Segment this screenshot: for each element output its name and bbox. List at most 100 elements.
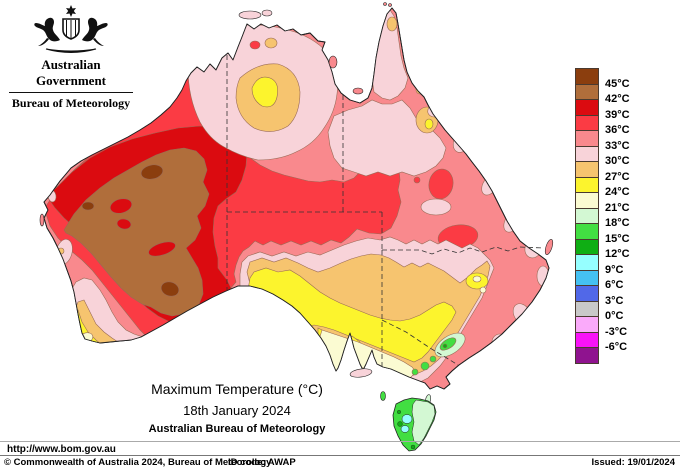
legend-swatch (575, 269, 599, 286)
legend-swatch (575, 254, 599, 271)
region-36c-spot (413, 176, 421, 184)
footer-divider-top (0, 441, 680, 442)
legend-label: 12°C (605, 248, 630, 260)
footer-copyright: © Commonwealth of Australia 2024, Bureau… (4, 457, 272, 467)
legend-label: 39°C (605, 108, 630, 121)
region-15c-spot (411, 368, 419, 376)
region-36c-spot (249, 40, 261, 50)
region-39c-hole (109, 198, 133, 214)
footer-divider-bottom (0, 455, 680, 456)
footer-url: http://www.bom.gov.au (7, 444, 116, 455)
island-king (380, 391, 386, 401)
region-15c-spot (429, 355, 437, 363)
island-kangaroo (349, 368, 373, 378)
legend-swatch (575, 207, 599, 224)
region-45c-spot (140, 164, 164, 180)
region-42c-interior (63, 147, 210, 317)
map-title: Maximum Temperature (°C) (151, 381, 323, 397)
legend-label: -6°C (605, 341, 628, 353)
legend-label: 21°C (605, 201, 630, 214)
border-nsw-vic (381, 319, 459, 366)
island-groote (328, 55, 338, 69)
region-45c-spot (81, 201, 95, 211)
legend-swatch (575, 176, 599, 193)
legend-label: 24°C (605, 186, 630, 198)
island-fraser (544, 239, 554, 255)
legend-swatches (575, 68, 679, 364)
region-24c-top-end (251, 76, 278, 108)
footer-id-code: ID code: AWAP (228, 457, 296, 467)
region-12c-tas (410, 444, 416, 450)
legend-label: 36°C (605, 124, 630, 136)
island-torres (383, 2, 387, 6)
map-organisation: Australian Bureau of Meteorology (148, 423, 326, 435)
region-39c-hole (148, 241, 176, 257)
legend-label: 30°C (605, 155, 630, 167)
shield-stripes (66, 20, 76, 38)
legend-swatch (575, 331, 599, 348)
kangaroo-icon (34, 17, 60, 46)
region-27c-spot (264, 37, 278, 49)
legend-swatch (575, 83, 599, 100)
island-dirk-hartog (39, 213, 45, 227)
legend-label: -3°C (605, 325, 628, 338)
legend-label: 18°C (605, 217, 630, 229)
region-21c-spot (472, 275, 482, 283)
legend-swatch (575, 99, 599, 116)
region-15c-spot (420, 361, 430, 371)
legend-swatch (575, 300, 599, 317)
region-18c-tasmania-east (411, 399, 436, 446)
legend-label: 9°C (605, 263, 624, 276)
emu-icon (82, 17, 108, 46)
region-12c-tas (397, 421, 403, 427)
legend-swatch (575, 145, 599, 162)
legend-label: 27°C (605, 170, 630, 183)
region-21c-spot (479, 286, 487, 294)
legend-label: 0°C (605, 310, 624, 322)
temperature-legend: 45°C 42°C 39°C 36°C 33°C 30°C 27°C 24°C 21°C 18°C… (575, 68, 679, 388)
shield-icon (62, 18, 80, 40)
coat-of-arms-icon (34, 5, 108, 53)
legend-label: 33°C (605, 139, 630, 152)
region-30c-coastal (491, 333, 509, 351)
footer-issued-date: Issued: 19/01/2024 (591, 457, 675, 467)
legend-label: 6°C (605, 279, 624, 291)
state-borders (226, 55, 544, 368)
legend-swatch (575, 316, 599, 333)
bureau-title: Bureau of Meteorology (11, 96, 131, 110)
legend-swatch (575, 161, 599, 178)
island-bathurst (261, 9, 273, 17)
legend-label: 15°C (605, 232, 630, 245)
region-12c-tas (397, 410, 402, 415)
legend-label: 42°C (605, 93, 630, 105)
island-torres (388, 3, 392, 7)
border-qld-nsw (382, 246, 544, 255)
legend-label: 3°C (605, 294, 624, 307)
region-39c-hole (116, 218, 132, 230)
legend-swatch (575, 223, 599, 240)
legend-swatch (575, 347, 599, 364)
wattle-spray-icon (45, 48, 97, 53)
legend-swatch (575, 130, 599, 147)
region-9c-tas-highlands (401, 414, 413, 424)
government-logo-block: Australian Government Bureau of Meteorol… (5, 4, 137, 111)
legend-swatch (575, 285, 599, 302)
region-27c-spot (386, 16, 398, 32)
coastline (43, 7, 550, 390)
islands (39, 2, 554, 406)
island-mornington (352, 87, 364, 95)
legend-swatch (575, 68, 599, 85)
region-12c-alps (442, 343, 448, 349)
region-30c-coastal (420, 198, 452, 216)
government-title: Australian Government (35, 57, 107, 88)
island-melville (238, 10, 262, 20)
legend-label: 45°C (605, 77, 630, 90)
map-date: 18th January 2024 (183, 403, 291, 418)
tasmania (392, 397, 437, 452)
region-24c-spot (424, 118, 434, 130)
region-9c-tas-highlands (400, 425, 410, 433)
region-36c-qld (428, 168, 454, 200)
legend-swatch (575, 238, 599, 255)
